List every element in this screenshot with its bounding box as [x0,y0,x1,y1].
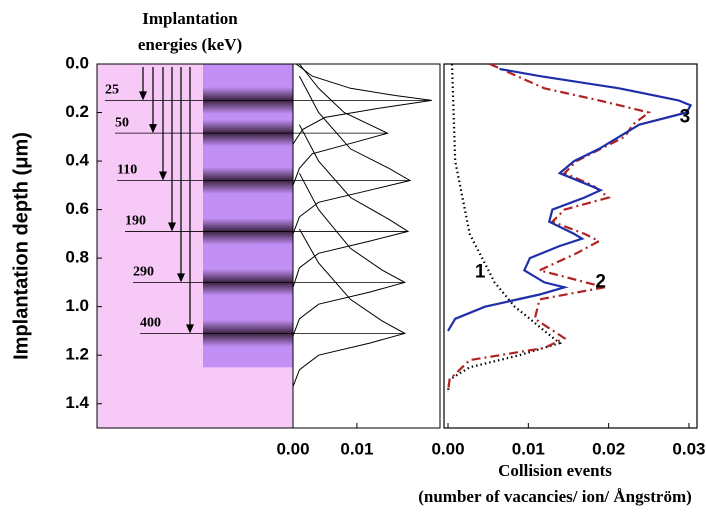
y-tick-label: 0.8 [65,248,89,267]
profile-line [447,67,693,332]
x-tick-label: 0.00 [431,439,464,458]
y-tick-label: 0.2 [65,102,89,121]
y-tick-label: 0.6 [65,199,89,218]
profile-line [292,75,412,235]
profile-line [446,63,563,392]
energy-title: Implantation [142,9,238,28]
x-tick-label: 0.03 [672,439,705,458]
profile-line [292,63,432,145]
x-tick-label: 0.01 [340,439,373,458]
energy-label: 110 [117,163,137,178]
x-tick-label: 0.00 [276,439,309,458]
middle-frame [292,63,441,429]
energy-title: energies (keV) [138,35,242,54]
energy-label: 400 [140,316,161,331]
arrow-head [177,273,185,283]
y-tick-label: 0.0 [65,53,89,72]
y-axis-label: Implantation depth (μm) [10,132,32,360]
x-axis-label: Collision events [498,461,612,480]
implant-band [203,64,293,368]
arrow-head [186,324,194,334]
profile-line [292,172,407,336]
profile-line [292,124,410,288]
profile-line [446,62,652,392]
arrow-head [168,222,176,232]
x-axis-label: (number of vacancies/ ion/ Ångström) [418,487,692,506]
right-frame [443,63,698,429]
profile-line [292,63,390,186]
profile-line [292,228,407,387]
x-tick-label: 0.02 [592,439,625,458]
x-tick-label: 0.01 [512,439,545,458]
series-label: 1 [475,262,486,283]
y-tick-label: 0.4 [65,151,89,170]
energy-label: 50 [115,115,129,130]
y-tick-label: 1.4 [65,393,89,412]
y-tick-label: 1.0 [65,296,89,315]
energy-label: 190 [125,214,146,229]
arrow-head [159,171,167,181]
series-label: 2 [595,271,606,292]
energy-label: 25 [105,83,119,98]
arrow-head [149,124,157,134]
y-tick-label: 1.2 [65,345,89,364]
series-label: 3 [680,106,691,127]
energy-label: 290 [133,265,154,280]
arrow-head [139,91,147,101]
